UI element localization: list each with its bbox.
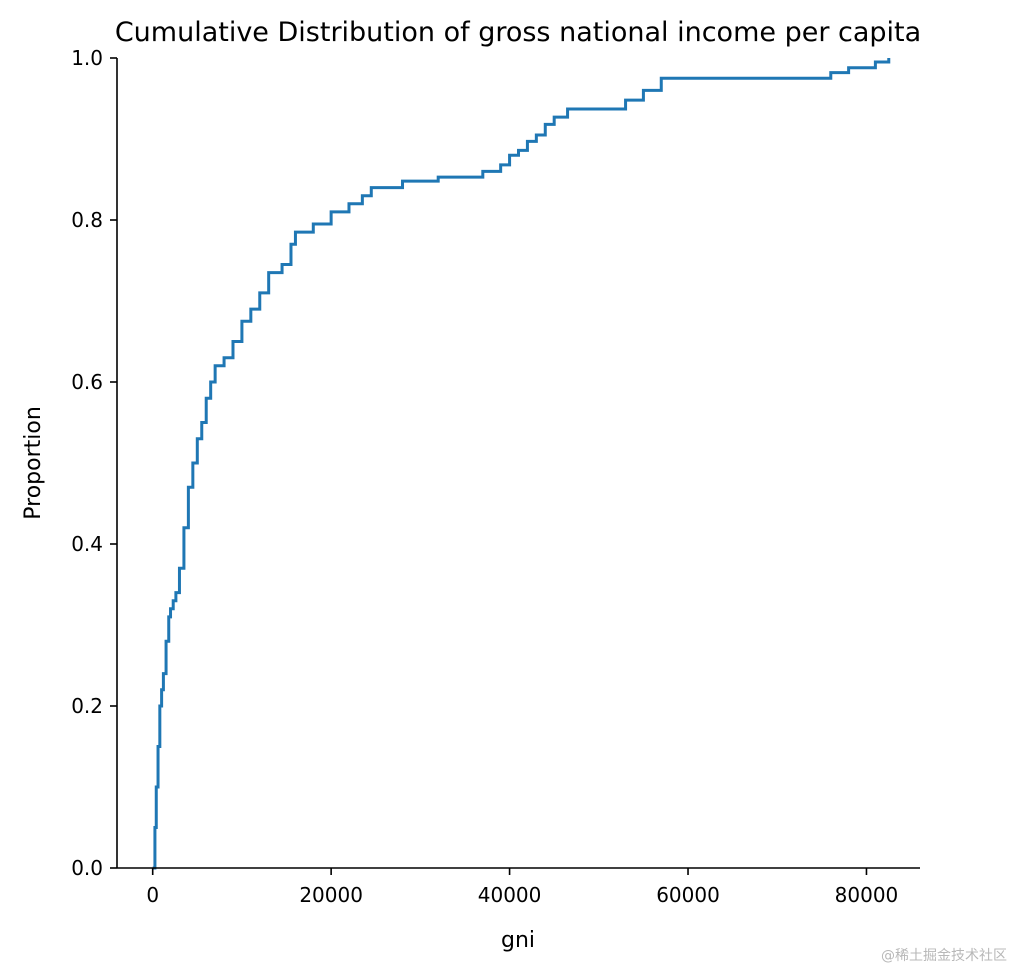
x-axis-ticks: 0 20000 40000 60000 80000 [146, 868, 898, 907]
x-axis-label: gni [501, 928, 535, 953]
y-axis-ticks: 0.0 0.2 0.4 0.6 0.8 1.0 [71, 46, 117, 880]
y-tick-label: 0.4 [71, 532, 103, 556]
ecdf-line [152, 58, 891, 870]
y-tick-label: 0.2 [71, 694, 103, 718]
y-axis-label: Proportion [21, 406, 46, 520]
y-tick-label: 0.8 [71, 208, 103, 232]
x-tick-label: 60000 [656, 883, 720, 907]
watermark: @稀土掘金技术社区 [881, 948, 1007, 964]
y-tick-label: 1.0 [71, 46, 103, 70]
x-tick-label: 20000 [299, 883, 363, 907]
chart-title: Cumulative Distribution of gross nationa… [115, 17, 921, 48]
plot-area [152, 58, 891, 870]
x-tick-label: 80000 [835, 883, 899, 907]
x-tick-label: 40000 [478, 883, 542, 907]
x-tick-label: 0 [146, 883, 159, 907]
y-tick-label: 0.6 [71, 370, 103, 394]
y-tick-label: 0.0 [71, 856, 103, 880]
